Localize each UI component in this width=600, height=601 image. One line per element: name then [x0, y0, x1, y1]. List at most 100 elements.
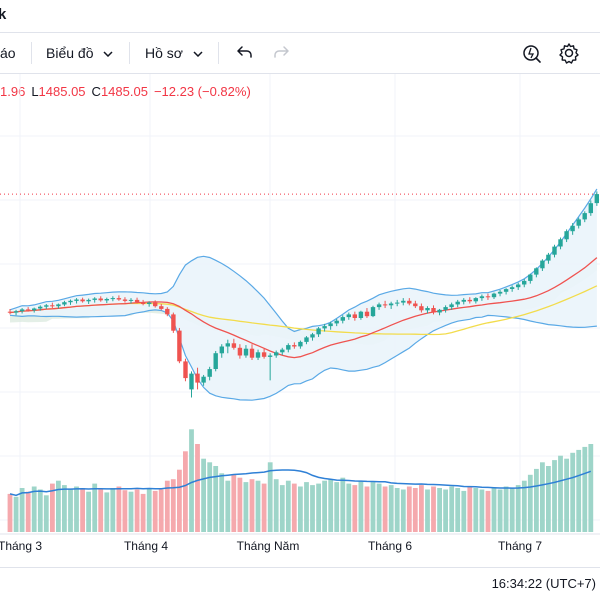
volume-bar: [552, 460, 557, 532]
volume-bar: [503, 486, 509, 532]
volume-bar: [152, 490, 158, 532]
volume-bar: [527, 474, 533, 532]
candle-body: [74, 299, 79, 301]
price-chart[interactable]: Tháng 3 Tháng 4 Tháng Năm Tháng 6 Tháng 7: [0, 74, 600, 564]
volume-bar: [68, 489, 73, 532]
volume-bar: [431, 486, 436, 532]
chart-toolbar: áo Biểu đồ Hồ sơ: [0, 33, 600, 74]
candle-body: [19, 309, 25, 312]
volume-bar: [298, 486, 303, 532]
x-tick-label: Tháng 4: [124, 539, 168, 553]
candle-body: [358, 311, 364, 318]
profile-menu-label: Hồ sơ: [145, 45, 183, 61]
volume-bar: [485, 490, 491, 532]
volume-bar: [467, 486, 473, 532]
volume-bar: [588, 444, 594, 532]
volume-bar: [110, 488, 116, 532]
candle-body: [213, 353, 218, 369]
volume-bar: [183, 451, 188, 532]
volume-bar: [400, 489, 406, 532]
volume-bar: [382, 486, 388, 532]
volume-bar: [515, 485, 521, 532]
title-fragment: k: [0, 6, 7, 23]
candle-body: [267, 355, 273, 357]
candle-body: [128, 299, 134, 301]
candle-body: [346, 314, 351, 318]
candle-body: [298, 341, 303, 347]
chart-menu-label: Biểu đồ: [46, 45, 94, 61]
volume-bar: [243, 482, 249, 532]
volume-bar: [43, 495, 49, 532]
candle-body: [352, 314, 357, 318]
candle-body: [7, 311, 13, 313]
chart-menu-button[interactable]: Biểu đồ: [46, 33, 113, 73]
profile-menu-button[interactable]: Hồ sơ: [145, 33, 203, 73]
volume-bar: [279, 485, 285, 532]
toolbar-item-partial[interactable]: áo: [0, 45, 16, 61]
x-tick-label: Tháng Năm: [237, 539, 300, 553]
candle-body: [461, 299, 466, 302]
volume-bar: [534, 468, 539, 532]
volume-bar: [540, 462, 545, 532]
candle-body: [316, 328, 321, 335]
candle-body: [231, 343, 237, 348]
candle-body: [147, 302, 152, 304]
candle-body: [177, 330, 182, 362]
volume-bar: [86, 491, 91, 532]
candle-body: [516, 284, 521, 288]
volume-bar: [546, 466, 551, 532]
volume-bar: [352, 485, 358, 532]
volume-bar: [255, 480, 261, 532]
volume-bar: [285, 480, 291, 532]
volume-bar: [13, 496, 19, 532]
candle-body: [207, 369, 212, 377]
volume-bar: [74, 486, 79, 532]
candle-body: [159, 306, 164, 309]
volume-bar: [37, 489, 43, 532]
candle-body: [68, 300, 73, 303]
candle-body: [195, 373, 200, 383]
volume-bar: [146, 488, 152, 532]
volume-bar: [419, 485, 424, 532]
volume-bar: [170, 479, 176, 532]
settings-gear-icon[interactable]: [555, 39, 583, 67]
volume-bar: [56, 480, 61, 532]
candle-body: [594, 194, 599, 204]
toolbar-divider: [218, 42, 219, 64]
volume-bar: [31, 486, 37, 532]
volume-bar: [340, 477, 346, 532]
candle-body: [322, 326, 327, 329]
volume-bar: [570, 452, 576, 532]
redo-icon[interactable]: [268, 39, 296, 67]
candle-body: [443, 307, 448, 310]
volume-bar: [334, 482, 340, 532]
volume-bar: [62, 485, 67, 532]
candle-body: [171, 314, 176, 331]
candle-body: [274, 352, 279, 356]
low-value: 1485.05: [38, 84, 86, 99]
candle-body: [165, 308, 170, 315]
candle-body: [564, 231, 569, 240]
window-top-bar: k: [0, 0, 600, 33]
candle-body: [92, 298, 97, 300]
candle-body: [449, 304, 454, 308]
quick-search-icon[interactable]: [518, 39, 546, 67]
candle-body: [304, 337, 309, 342]
candle-body: [98, 298, 103, 301]
volume-bar: [273, 479, 279, 532]
undo-icon[interactable]: [230, 39, 258, 67]
volume-bar: [461, 490, 467, 532]
volume-bar: [576, 449, 582, 532]
candle-body: [419, 306, 424, 311]
candle-body: [183, 361, 188, 379]
x-tick-label: Tháng 6: [368, 539, 412, 553]
volume-bar: [497, 489, 503, 532]
volume-bar: [370, 482, 376, 532]
volume-bar: [7, 493, 13, 532]
candle-body: [255, 352, 261, 358]
volume-bar: [364, 486, 370, 532]
candle-body: [292, 345, 297, 347]
volume-bar: [558, 455, 563, 532]
candle-body: [431, 308, 436, 313]
candle-body: [56, 304, 61, 307]
